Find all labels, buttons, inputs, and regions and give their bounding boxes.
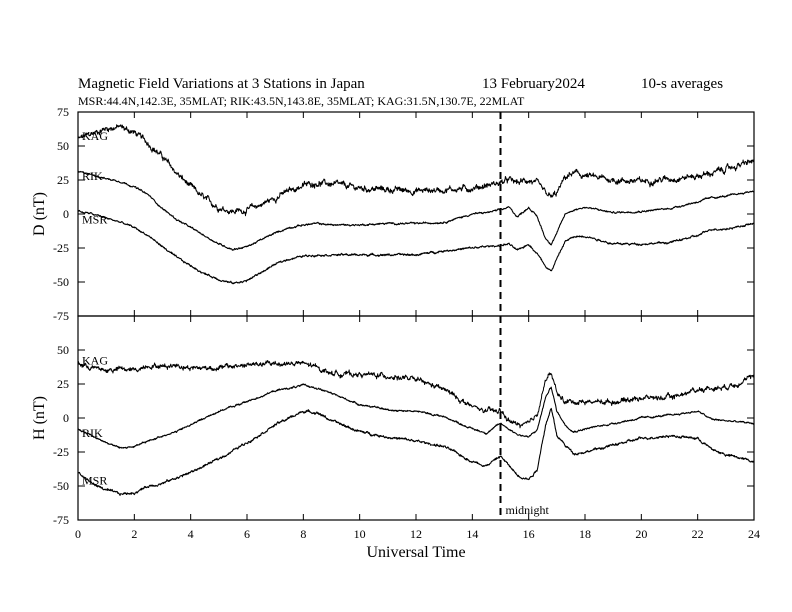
x-tick-label: 0 — [75, 527, 81, 541]
series-line-msr — [77, 209, 755, 285]
plot-frame — [77, 111, 755, 317]
y-tick-label: 50 — [57, 139, 69, 153]
series-label-rik: RIK — [82, 169, 103, 183]
x-tick-label: 22 — [692, 527, 704, 541]
x-tick-label: 20 — [635, 527, 647, 541]
y-tick-label: -75 — [53, 309, 69, 323]
x-tick-label: 16 — [523, 527, 535, 541]
x-tick-label: 24 — [748, 527, 760, 541]
x-tick-label: 4 — [188, 527, 194, 541]
x-tick-label: 14 — [466, 527, 478, 541]
y-tick-label: -25 — [53, 445, 69, 459]
y-tick-label: 0 — [63, 411, 69, 425]
series-line-kag — [77, 124, 755, 217]
y-tick-label: 0 — [63, 207, 69, 221]
series-line-rik — [77, 383, 755, 449]
chart-averaging: 10-s averages — [641, 76, 723, 92]
station-coordinates: MSR:44.4N,142.3E, 35MLAT; RIK:43.5N,143.… — [78, 94, 525, 108]
x-axis-label: Universal Time — [366, 544, 465, 561]
y-axis-label: D (nT) — [31, 192, 48, 236]
y-tick-label: -25 — [53, 241, 69, 255]
x-tick-label: 8 — [300, 527, 306, 541]
x-tick-label: 18 — [579, 527, 591, 541]
x-tick-label: 12 — [410, 527, 422, 541]
x-tick-label: 10 — [354, 527, 366, 541]
series-label-kag: KAG — [82, 129, 108, 143]
y-tick-label: 75 — [57, 105, 69, 119]
series-label-rik: RIK — [82, 426, 103, 440]
series-label-kag: KAG — [82, 354, 108, 368]
midnight-label: midnight — [506, 503, 550, 517]
y-tick-label: 25 — [57, 377, 69, 391]
y-tick-label: -50 — [53, 479, 69, 493]
series-line-rik — [77, 170, 755, 251]
y-tick-label: 50 — [57, 343, 69, 357]
series-label-msr: MSR — [82, 212, 107, 226]
chart-title: Magnetic Field Variations at 3 Stations … — [78, 76, 365, 92]
series-label-msr: MSR — [82, 473, 107, 487]
y-tick-label: 25 — [57, 173, 69, 187]
y-tick-label: -75 — [53, 513, 69, 527]
declination-panel: 75 50 25 0 -25 -50 -75 D (nT) KAG RIK MSR — [31, 105, 755, 323]
x-tick-label: 6 — [244, 527, 250, 541]
chart-date: 13 February2024 — [482, 76, 585, 92]
y-axis-label: H (nT) — [31, 396, 48, 440]
series-line-kag — [77, 359, 755, 429]
x-tick-label: 2 — [131, 527, 137, 541]
series-line-msr — [77, 407, 755, 496]
y-tick-label: -50 — [53, 275, 69, 289]
